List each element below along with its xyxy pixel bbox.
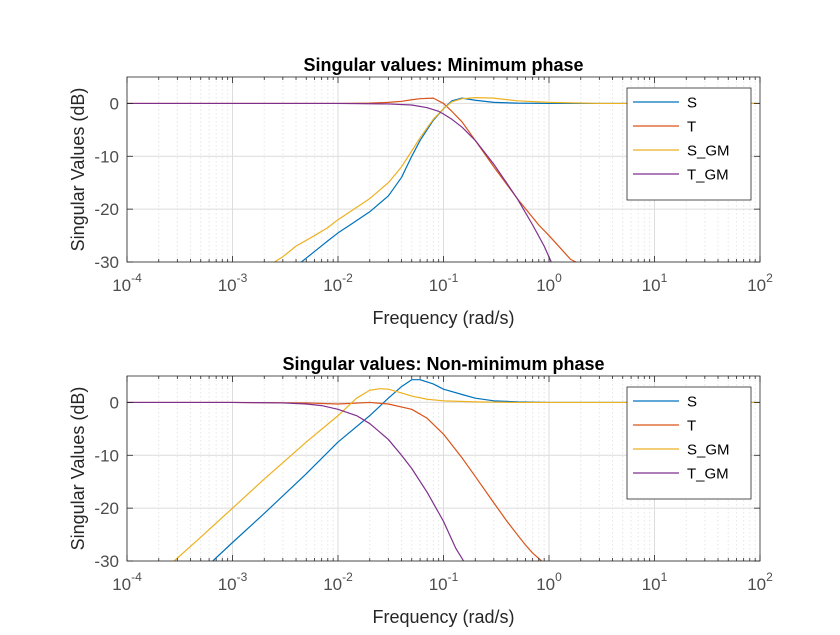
y-tick-label: -10: [94, 446, 119, 465]
x-tick-label: 101: [642, 570, 668, 594]
series-line-t-gm: [127, 102, 552, 262]
x-tick-label: 100: [536, 570, 562, 594]
y-tick-label: -20: [94, 200, 119, 219]
y-tick-label: -30: [94, 253, 119, 272]
x-axis-label: Frequency (rad/s): [372, 308, 514, 328]
legend-entry-t: T: [687, 418, 696, 435]
x-tick-label: 101: [642, 271, 668, 295]
x-tick-label: 10-2: [323, 271, 353, 295]
x-tick-label: 10-4: [112, 570, 142, 594]
series-line-s: [301, 97, 760, 262]
y-tick-label: -10: [94, 147, 119, 166]
chart-title: Singular values: Non-minimum phase: [282, 354, 604, 374]
chart-panel-2: 10-4 10-3 10-2 10-1 100 101 102 0 -10 -20 -30 Singu…: [68, 354, 773, 627]
legend: ST S_GM T_GM: [626, 386, 752, 500]
x-tick-label: 10-3: [218, 570, 248, 594]
series-line-t-gm: [127, 401, 465, 561]
series-lines: [127, 379, 760, 561]
x-axis-label: Frequency (rad/s): [372, 607, 514, 627]
series-line-t: [127, 401, 542, 561]
series-line-s-gm: [173, 388, 760, 561]
legend-box: [626, 386, 752, 500]
series-line-s: [212, 379, 760, 561]
legend-entry-t-gm: T_GM: [687, 167, 729, 184]
x-tick-label: 102: [747, 570, 773, 594]
legend: ST S_GM T_GM: [626, 87, 752, 201]
series-line-s-gm: [274, 97, 760, 262]
y-tick-label: -30: [94, 552, 119, 571]
series-line-t: [127, 97, 577, 262]
x-tick-label: 10-1: [429, 570, 459, 594]
legend-entry-s-gm: S_GM: [687, 143, 730, 160]
legend-entry-s-gm: S_GM: [687, 442, 730, 459]
legend-entry-s: S: [687, 95, 697, 112]
y-tick-label: 0: [110, 393, 119, 412]
x-tick-label: 10-4: [112, 271, 142, 295]
x-tick-label: 10-1: [429, 271, 459, 295]
chart-panel-1: 10-4 10-3 10-2 10-1 100 101 102 0 -10 -20 -30 Singu…: [68, 55, 773, 328]
series-lines: [127, 97, 760, 262]
y-axis-label: Singular Values (dB): [68, 387, 88, 551]
y-tick-label: 0: [110, 94, 119, 113]
legend-entry-s: S: [687, 394, 697, 411]
y-tick-label: -20: [94, 499, 119, 518]
legend-box: [626, 87, 752, 201]
y-axis-label: Singular Values (dB): [68, 88, 88, 252]
legend-entry-t-gm: T_GM: [687, 466, 729, 483]
legend-entry-t: T: [687, 119, 696, 136]
x-tick-label: 100: [536, 271, 562, 295]
x-tick-label: 10-3: [218, 271, 248, 295]
chart-title: Singular values: Minimum phase: [303, 55, 583, 75]
x-tick-label: 10-2: [323, 570, 353, 594]
x-tick-label: 102: [747, 271, 773, 295]
